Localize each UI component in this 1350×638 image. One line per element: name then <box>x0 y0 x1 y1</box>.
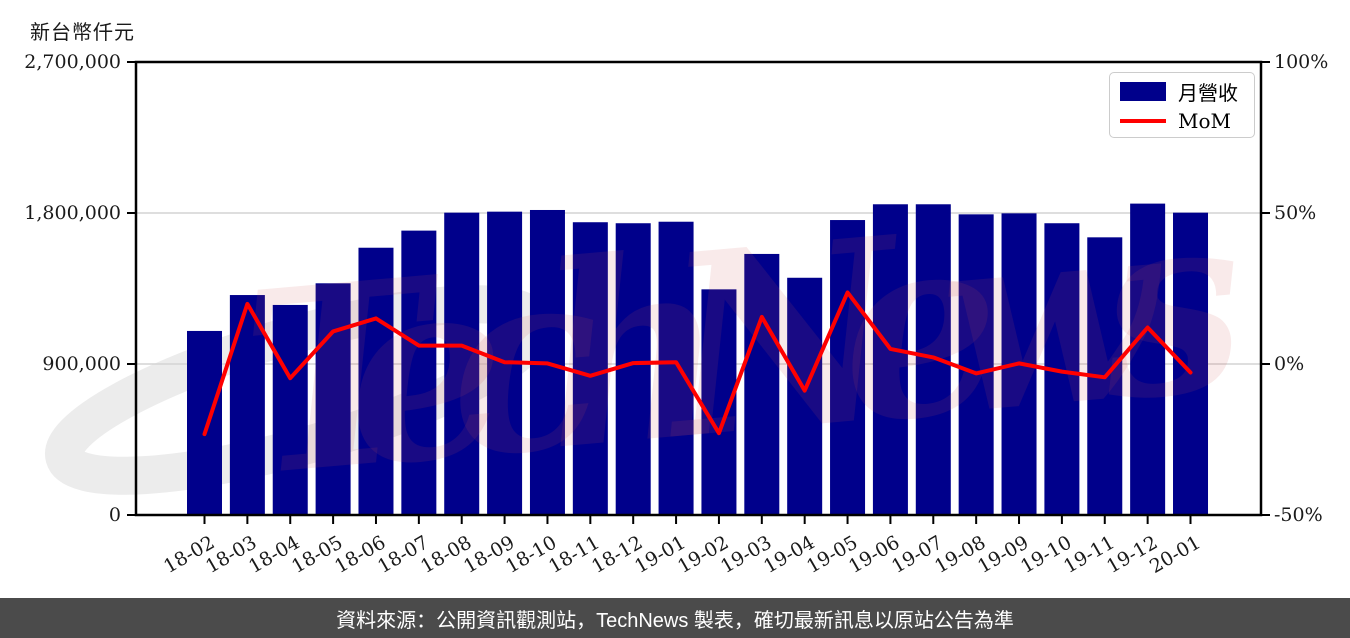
bar-18-11 <box>572 222 608 515</box>
right-tick-label: -50% <box>1274 504 1323 526</box>
left-tick-label: 0 <box>108 504 121 526</box>
legend-bar-label: 月營收 <box>1178 81 1238 106</box>
bar-19-05 <box>830 220 866 515</box>
legend-row-mom: MoM <box>1120 109 1244 133</box>
bar-19-01 <box>658 221 694 516</box>
legend-bar-swatch <box>1120 82 1166 102</box>
bar-18-05 <box>315 283 351 515</box>
legend-line-label: MoM <box>1178 108 1231 133</box>
left-tick-label: 900,000 <box>42 353 121 375</box>
left-axis-unit-label: 新台幣仟元 <box>30 22 135 44</box>
bar-19-08 <box>958 214 994 515</box>
left-tick-label: 1,800,000 <box>24 202 121 224</box>
bar-19-04 <box>787 277 823 515</box>
bar-18-08 <box>444 212 480 516</box>
legend-line-swatch <box>1120 118 1166 123</box>
bar-19-03 <box>744 253 780 515</box>
bar-19-12 <box>1130 203 1166 516</box>
bar-18-06 <box>358 247 394 516</box>
bar-18-07 <box>401 230 437 515</box>
mom-line <box>202 290 1193 437</box>
right-tick-label: 50% <box>1274 202 1317 224</box>
source-banner: 資料來源：公開資訊觀測站，TechNews 製表，確切最新訊息以原站公告為準 <box>0 598 1350 638</box>
legend-row-revenue: 月營收 <box>1120 77 1244 106</box>
bar-19-06 <box>872 204 908 515</box>
left-tick-label: 2,700,000 <box>24 51 121 73</box>
bar-20-01 <box>1173 212 1209 516</box>
plot-border <box>134 60 1263 517</box>
bar-18-02 <box>187 330 222 515</box>
bar-18-03 <box>229 295 265 515</box>
source-note-text: 資料來源：公開資訊觀測站，TechNews 製表，確切最新訊息以原站公告為準 <box>336 609 1014 632</box>
bar-18-12 <box>615 223 651 516</box>
legend-box: 月營收 MoM <box>1109 72 1255 138</box>
bar-18-04 <box>272 304 308 515</box>
right-tick-label: 0% <box>1274 353 1305 375</box>
right-tick-label: 100% <box>1274 51 1329 73</box>
